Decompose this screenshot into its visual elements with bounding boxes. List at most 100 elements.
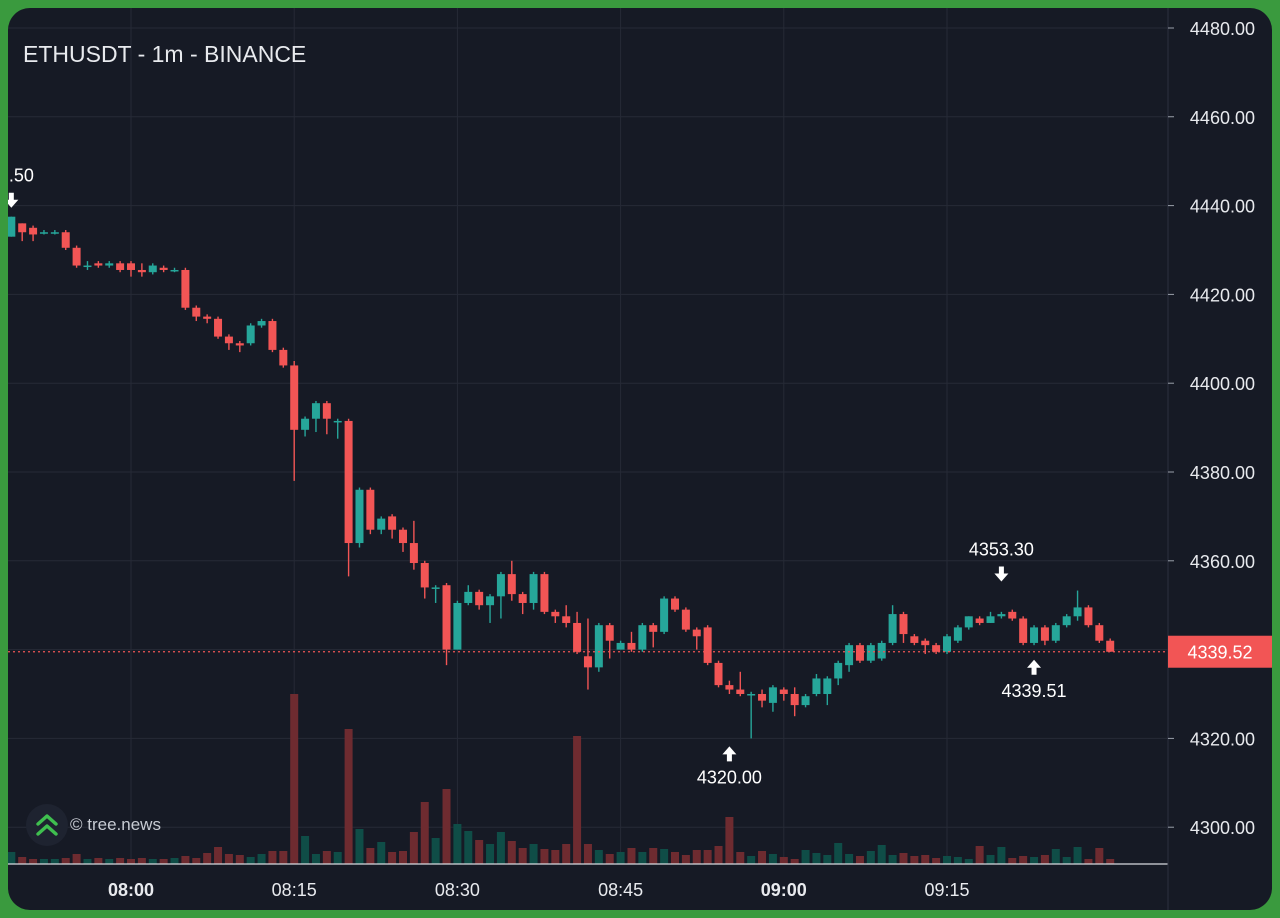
volume-bar [105,859,114,864]
y-tick-label: 4420.00 [1190,285,1255,305]
volume-bar [464,831,473,864]
candle-body [333,420,342,423]
candle-body [399,529,407,544]
volume-bar [605,854,614,864]
volume-bar [768,854,777,864]
candle-body [148,265,157,273]
x-tick-label: 08:45 [598,880,643,900]
candle-body [94,263,103,266]
volume-bar [159,859,168,864]
candle-body [551,611,560,617]
watermark: © tree.news [26,804,161,846]
volume-bar [257,854,266,864]
y-tick-label: 4480.00 [1190,19,1255,39]
volume-bar [72,854,81,864]
candle-body [758,694,767,701]
candle-body [583,656,592,668]
candle-body [39,232,48,234]
volume-bar [562,844,571,864]
candle-body [1040,627,1049,641]
candle-body [573,622,582,652]
volume-bar [866,851,875,864]
candle-body [736,689,745,694]
volume-bar [486,844,495,864]
candle-body [703,627,712,663]
candle-body [899,614,908,635]
volume-bar [790,859,799,864]
volume-bar [573,736,582,864]
x-tick-label: 08:00 [108,880,154,900]
candle-body [246,325,255,344]
candle-body [964,616,973,628]
tree-news-logo-icon [26,804,68,846]
volume-bar [671,852,679,864]
candle-body [224,336,233,344]
candle-body [344,420,353,544]
candle-body [1073,607,1082,617]
volume-bar [877,845,886,864]
volume-bar [61,858,70,864]
volume-bar [953,857,962,864]
volume-bar [18,857,27,864]
candle-body [594,625,603,668]
volume-bar [409,832,418,864]
volume-bar [246,857,255,864]
volume-bar [681,855,690,864]
volume-bar [910,856,919,864]
volume-bar [899,853,908,864]
candle-body [1084,607,1093,626]
candle-body [170,269,179,272]
volume-bar [932,858,941,864]
volume-bar [855,856,864,864]
candle-body [453,602,462,650]
candle-body [116,263,125,270]
volume-bar [453,824,462,864]
candle-body [127,263,135,270]
candle-body [834,662,843,679]
y-tick-label: 4300.00 [1190,818,1255,838]
y-tick-label: 4460.00 [1190,108,1255,128]
candle-body [779,689,788,694]
volume-bar [779,857,788,864]
candle-body [1019,618,1028,643]
volume-bar [137,858,146,864]
candle-body [801,696,810,706]
volume-bar [1040,855,1049,864]
candle-body [681,609,690,630]
x-tick-label: 09:00 [761,880,807,900]
annotation-arrow-icon [994,566,1009,582]
candle-body [388,516,397,530]
annotation-arrow-icon [8,192,19,208]
volume-bar [116,858,125,864]
candle-body [692,629,701,637]
volume-bar [812,853,821,864]
candle-body [355,489,364,544]
candle-body [649,625,658,632]
candle-body [986,616,995,623]
volume-bar [127,859,135,864]
candle-body [290,365,299,430]
candle-body [1051,625,1060,641]
volume-bar [594,850,603,864]
candle-body [235,343,244,346]
volume-bar [1030,857,1039,864]
volume-bar [214,847,223,864]
candlestick-chart: 4480.00 4460.00 4440.00 4420.00 4400.00 4380.… [8,8,1272,910]
volume-bar [148,859,157,864]
volume-bar [1084,859,1093,864]
candle-body [496,574,505,597]
candle-body [431,587,440,589]
candle-body [725,685,734,690]
y-tick-label: 4440.00 [1190,197,1255,217]
candle-body [1106,640,1115,652]
current-price-label: 4339.52 [1187,643,1252,663]
y-tick-label: 4320.00 [1190,729,1255,749]
volume-bar [823,855,832,864]
volume-bar [551,850,560,864]
volume-bar [725,817,734,864]
volume-bar [758,851,767,864]
volume-bar [660,849,669,864]
volume-bar [692,850,701,864]
candle-body [953,627,962,641]
candle-body [671,598,679,610]
